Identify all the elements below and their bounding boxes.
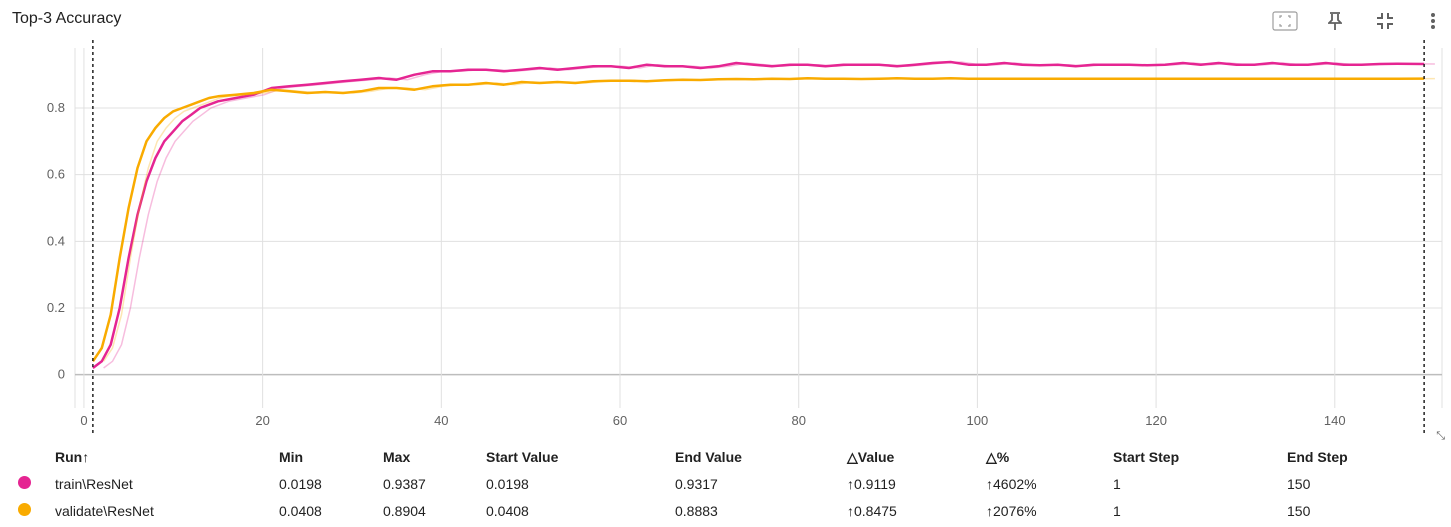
cell-start-step: 1 — [1113, 475, 1121, 492]
y-tick-label: 0 — [58, 367, 65, 382]
cell-end-value: 0.8883 — [675, 502, 718, 519]
cell-delta-value: ↑0.8475 — [847, 502, 897, 519]
chart-grid — [74, 48, 1443, 408]
y-tick-label: 0.8 — [47, 100, 65, 115]
series-raw-line — [102, 77, 1435, 362]
cell-delta-value: ↑0.9119 — [847, 475, 896, 492]
pin-icon — [1328, 12, 1342, 30]
chart-title: Top-3 Accuracy — [12, 10, 122, 27]
range-markers: 1×150× — [92, 40, 1425, 436]
x-tick-label: 140 — [1324, 413, 1346, 428]
header-run[interactable]: Run↑ — [55, 449, 90, 465]
run-name: validate\ResNet — [55, 502, 154, 519]
cell-end-step: 150 — [1287, 475, 1311, 492]
series-line — [92, 60, 1425, 369]
table-row: validate\ResNet 0.0408 0.8904 0.0408 0.8… — [0, 497, 1451, 524]
header-min[interactable]: Min — [279, 449, 304, 465]
cell-start-value: 0.0198 — [486, 475, 529, 492]
x-tick-label: 120 — [1145, 413, 1167, 428]
more-vert-icon — [1431, 13, 1435, 29]
more-options-button[interactable] — [1419, 8, 1447, 34]
chart-lines — [91, 60, 1435, 369]
series-line — [91, 77, 1425, 362]
cell-start-value: 0.0408 — [486, 502, 529, 519]
run-color-dot — [18, 475, 31, 489]
cell-end-step: 150 — [1287, 502, 1311, 519]
header-start-step[interactable]: Start Step — [1113, 449, 1180, 465]
x-tick-label: 20 — [255, 413, 269, 428]
y-tick-label: 0.6 — [47, 167, 65, 182]
table-row: train\ResNet 0.0198 0.9387 0.0198 0.9317… — [0, 470, 1451, 497]
x-tick-label: 40 — [434, 413, 448, 428]
cell-delta-pct: ↑2076% — [986, 502, 1037, 519]
x-axis: 0 20 40 60 80 100 120 140 — [80, 413, 1345, 428]
x-tick-label: 0 — [80, 413, 87, 428]
cell-end-value: 0.9317 — [675, 475, 718, 492]
cell-min: 0.0408 — [279, 502, 322, 519]
collapse-button[interactable] — [1371, 8, 1399, 34]
fit-domain-icon — [1272, 11, 1298, 31]
header-delta-value[interactable]: △Value — [847, 448, 895, 465]
cell-start-step: 1 — [1113, 502, 1121, 519]
fit-domain-button[interactable] — [1271, 8, 1299, 34]
line-chart[interactable]: 0 0.2 0.4 0.6 0.8 0 20 40 60 80 100 120 140 1×150× — [0, 36, 1451, 436]
cell-min: 0.0198 — [279, 475, 322, 492]
run-name: train\ResNet — [55, 475, 133, 492]
x-tick-label: 80 — [791, 413, 805, 428]
cell-delta-pct: ↑4602% — [986, 475, 1037, 492]
header-end-value[interactable]: End Value — [675, 449, 742, 465]
header-max[interactable]: Max — [383, 449, 411, 465]
table-header-row: Run↑ Min Max Start Value End Value △Valu… — [0, 444, 1451, 470]
y-tick-label: 0.4 — [47, 233, 65, 248]
run-color-dot — [18, 502, 31, 516]
x-tick-label: 60 — [613, 413, 627, 428]
x-tick-label: 100 — [967, 413, 989, 428]
cell-max: 0.8904 — [383, 502, 426, 519]
y-axis: 0 0.2 0.4 0.6 0.8 — [47, 100, 65, 382]
header-start-value[interactable]: Start Value — [486, 449, 559, 465]
header-end-step[interactable]: End Step — [1287, 449, 1348, 465]
collapse-icon — [1377, 13, 1393, 29]
cell-max: 0.9387 — [383, 475, 426, 492]
header-delta-pct[interactable]: △% — [986, 448, 1010, 465]
pin-button[interactable] — [1321, 8, 1349, 34]
resize-handle-icon[interactable]: ⤡ — [1436, 430, 1445, 442]
runs-table: Run↑ Min Max Start Value End Value △Valu… — [0, 444, 1451, 524]
y-tick-label: 0.2 — [47, 300, 65, 315]
